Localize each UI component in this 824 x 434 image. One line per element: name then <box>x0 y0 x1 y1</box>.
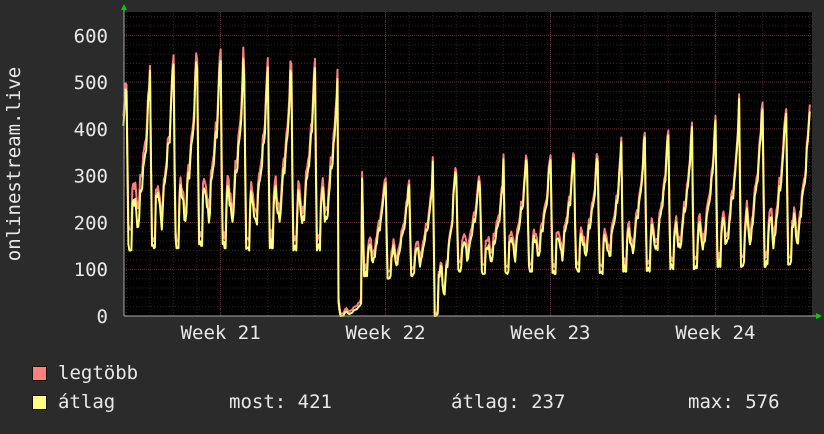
x-axis-arrow-icon <box>816 313 822 319</box>
y-tick-label: 200 <box>74 212 108 234</box>
stat-current: most: 421 <box>229 391 332 413</box>
y-tick-label: 100 <box>74 259 108 281</box>
x-tick-label: Week 24 <box>675 322 755 344</box>
x-tick-label: Week 22 <box>345 322 425 344</box>
legend-label-avg: átlag <box>58 391 116 413</box>
stat-max: max: 576 <box>688 391 780 413</box>
legend-swatch-max <box>32 366 47 381</box>
y-tick-label: 0 <box>97 306 108 328</box>
x-tick-label: Week 23 <box>510 322 590 344</box>
series-line-avg <box>122 58 811 317</box>
legend-swatch-avg <box>32 395 47 410</box>
y-tick-label: 300 <box>74 166 108 188</box>
y-tick-label: 500 <box>74 72 108 94</box>
y-tick-label: 600 <box>74 25 108 47</box>
stat-average: átlag: 237 <box>451 391 566 413</box>
y-axis-title: onlinestream.live <box>3 67 25 261</box>
x-tick-label: Week 21 <box>181 322 261 344</box>
plot-area <box>124 12 812 316</box>
y-tick-label: 400 <box>74 119 108 141</box>
legend-label-max: legtöbb <box>58 362 139 384</box>
y-axis-arrow-icon <box>121 4 127 10</box>
